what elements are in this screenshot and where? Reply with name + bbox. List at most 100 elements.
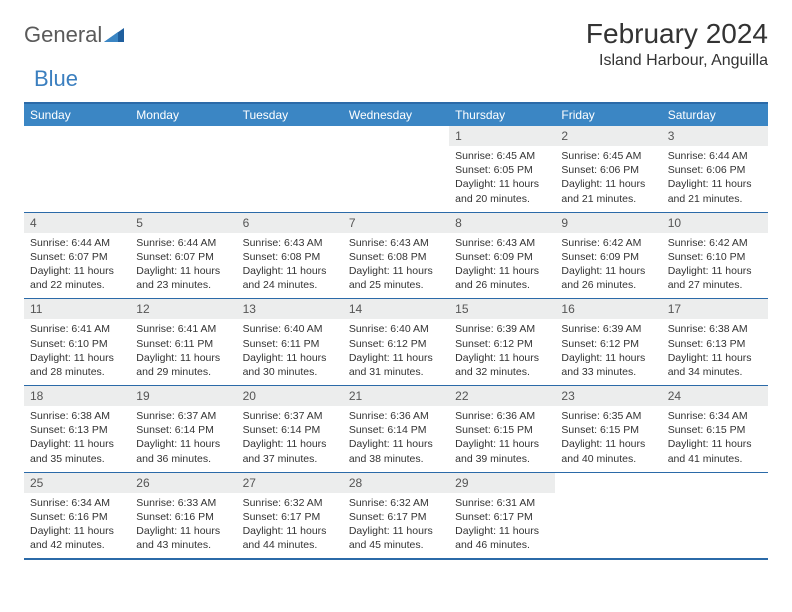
day-number [662, 473, 768, 493]
day-number: 23 [555, 386, 661, 406]
calendar-day: 10Sunrise: 6:42 AMSunset: 6:10 PMDayligh… [662, 213, 768, 299]
calendar-day: 29Sunrise: 6:31 AMSunset: 6:17 PMDayligh… [449, 473, 555, 559]
logo: General Blue [24, 18, 124, 92]
day-number: 19 [130, 386, 236, 406]
day-number [343, 126, 449, 146]
day-number: 11 [24, 299, 130, 319]
day-content: Sunrise: 6:42 AMSunset: 6:09 PMDaylight:… [555, 233, 661, 299]
weekday-header-row: SundayMondayTuesdayWednesdayThursdayFrid… [24, 104, 768, 126]
day-content: Sunrise: 6:43 AMSunset: 6:09 PMDaylight:… [449, 233, 555, 299]
day-number: 21 [343, 386, 449, 406]
day-number: 3 [662, 126, 768, 146]
day-number: 26 [130, 473, 236, 493]
day-content: Sunrise: 6:45 AMSunset: 6:06 PMDaylight:… [555, 146, 661, 212]
day-number: 6 [237, 213, 343, 233]
day-content: Sunrise: 6:43 AMSunset: 6:08 PMDaylight:… [343, 233, 449, 299]
day-number: 18 [24, 386, 130, 406]
weekday-header: Sunday [24, 104, 130, 126]
weekday-header: Tuesday [237, 104, 343, 126]
day-content: Sunrise: 6:32 AMSunset: 6:17 PMDaylight:… [237, 493, 343, 559]
calendar-day: 24Sunrise: 6:34 AMSunset: 6:15 PMDayligh… [662, 386, 768, 472]
day-content: Sunrise: 6:42 AMSunset: 6:10 PMDaylight:… [662, 233, 768, 299]
day-number: 7 [343, 213, 449, 233]
day-content: Sunrise: 6:35 AMSunset: 6:15 PMDaylight:… [555, 406, 661, 472]
weekday-header: Thursday [449, 104, 555, 126]
calendar-day: 7Sunrise: 6:43 AMSunset: 6:08 PMDaylight… [343, 213, 449, 299]
calendar-day-empty [130, 126, 236, 212]
day-content: Sunrise: 6:44 AMSunset: 6:06 PMDaylight:… [662, 146, 768, 212]
calendar-day: 13Sunrise: 6:40 AMSunset: 6:11 PMDayligh… [237, 299, 343, 385]
day-content: Sunrise: 6:41 AMSunset: 6:11 PMDaylight:… [130, 319, 236, 385]
calendar-day: 23Sunrise: 6:35 AMSunset: 6:15 PMDayligh… [555, 386, 661, 472]
calendar-week: 18Sunrise: 6:38 AMSunset: 6:13 PMDayligh… [24, 385, 768, 472]
day-number [555, 473, 661, 493]
calendar-day: 20Sunrise: 6:37 AMSunset: 6:14 PMDayligh… [237, 386, 343, 472]
calendar-day: 15Sunrise: 6:39 AMSunset: 6:12 PMDayligh… [449, 299, 555, 385]
day-content: Sunrise: 6:37 AMSunset: 6:14 PMDaylight:… [130, 406, 236, 472]
calendar-day: 2Sunrise: 6:45 AMSunset: 6:06 PMDaylight… [555, 126, 661, 212]
logo-triangle-icon [104, 22, 124, 48]
day-number: 28 [343, 473, 449, 493]
calendar-day: 18Sunrise: 6:38 AMSunset: 6:13 PMDayligh… [24, 386, 130, 472]
calendar-day: 22Sunrise: 6:36 AMSunset: 6:15 PMDayligh… [449, 386, 555, 472]
weekday-header: Friday [555, 104, 661, 126]
day-number [130, 126, 236, 146]
day-content: Sunrise: 6:31 AMSunset: 6:17 PMDaylight:… [449, 493, 555, 559]
calendar-week: 11Sunrise: 6:41 AMSunset: 6:10 PMDayligh… [24, 298, 768, 385]
calendar-day: 11Sunrise: 6:41 AMSunset: 6:10 PMDayligh… [24, 299, 130, 385]
day-content: Sunrise: 6:34 AMSunset: 6:15 PMDaylight:… [662, 406, 768, 472]
day-number: 24 [662, 386, 768, 406]
day-content: Sunrise: 6:40 AMSunset: 6:12 PMDaylight:… [343, 319, 449, 385]
calendar-day: 28Sunrise: 6:32 AMSunset: 6:17 PMDayligh… [343, 473, 449, 559]
day-number: 9 [555, 213, 661, 233]
day-number: 8 [449, 213, 555, 233]
calendar-day-empty [24, 126, 130, 212]
day-content: Sunrise: 6:38 AMSunset: 6:13 PMDaylight:… [662, 319, 768, 385]
calendar-day: 6Sunrise: 6:43 AMSunset: 6:08 PMDaylight… [237, 213, 343, 299]
day-content: Sunrise: 6:37 AMSunset: 6:14 PMDaylight:… [237, 406, 343, 472]
weekday-header: Monday [130, 104, 236, 126]
day-content: Sunrise: 6:44 AMSunset: 6:07 PMDaylight:… [24, 233, 130, 299]
calendar-day-empty [662, 473, 768, 559]
day-content: Sunrise: 6:33 AMSunset: 6:16 PMDaylight:… [130, 493, 236, 559]
logo-text-blue: Blue [34, 66, 124, 92]
day-content: Sunrise: 6:41 AMSunset: 6:10 PMDaylight:… [24, 319, 130, 385]
calendar-day: 8Sunrise: 6:43 AMSunset: 6:09 PMDaylight… [449, 213, 555, 299]
day-content: Sunrise: 6:39 AMSunset: 6:12 PMDaylight:… [449, 319, 555, 385]
day-number: 2 [555, 126, 661, 146]
logo-text-general: General [24, 22, 102, 47]
day-content: Sunrise: 6:44 AMSunset: 6:07 PMDaylight:… [130, 233, 236, 299]
day-number: 27 [237, 473, 343, 493]
calendar-day-empty [343, 126, 449, 212]
calendar-day-empty [237, 126, 343, 212]
calendar-day: 1Sunrise: 6:45 AMSunset: 6:05 PMDaylight… [449, 126, 555, 212]
day-number: 12 [130, 299, 236, 319]
day-number: 13 [237, 299, 343, 319]
calendar-day: 16Sunrise: 6:39 AMSunset: 6:12 PMDayligh… [555, 299, 661, 385]
title-block: February 2024 Island Harbour, Anguilla [586, 18, 768, 70]
calendar-day: 3Sunrise: 6:44 AMSunset: 6:06 PMDaylight… [662, 126, 768, 212]
calendar-day: 5Sunrise: 6:44 AMSunset: 6:07 PMDaylight… [130, 213, 236, 299]
location: Island Harbour, Anguilla [586, 52, 768, 70]
day-number: 17 [662, 299, 768, 319]
day-number: 1 [449, 126, 555, 146]
calendar-day-empty [555, 473, 661, 559]
calendar-day: 4Sunrise: 6:44 AMSunset: 6:07 PMDaylight… [24, 213, 130, 299]
day-content: Sunrise: 6:36 AMSunset: 6:15 PMDaylight:… [449, 406, 555, 472]
day-number: 5 [130, 213, 236, 233]
month-title: February 2024 [586, 18, 768, 50]
day-content: Sunrise: 6:43 AMSunset: 6:08 PMDaylight:… [237, 233, 343, 299]
day-content: Sunrise: 6:45 AMSunset: 6:05 PMDaylight:… [449, 146, 555, 212]
calendar-week: 4Sunrise: 6:44 AMSunset: 6:07 PMDaylight… [24, 212, 768, 299]
calendar-week: 25Sunrise: 6:34 AMSunset: 6:16 PMDayligh… [24, 472, 768, 559]
day-number: 14 [343, 299, 449, 319]
calendar: SundayMondayTuesdayWednesdayThursdayFrid… [24, 102, 768, 560]
day-number: 20 [237, 386, 343, 406]
calendar-day: 27Sunrise: 6:32 AMSunset: 6:17 PMDayligh… [237, 473, 343, 559]
day-number: 4 [24, 213, 130, 233]
day-content: Sunrise: 6:34 AMSunset: 6:16 PMDaylight:… [24, 493, 130, 559]
day-content: Sunrise: 6:36 AMSunset: 6:14 PMDaylight:… [343, 406, 449, 472]
day-content: Sunrise: 6:40 AMSunset: 6:11 PMDaylight:… [237, 319, 343, 385]
day-content: Sunrise: 6:39 AMSunset: 6:12 PMDaylight:… [555, 319, 661, 385]
weekday-header: Wednesday [343, 104, 449, 126]
